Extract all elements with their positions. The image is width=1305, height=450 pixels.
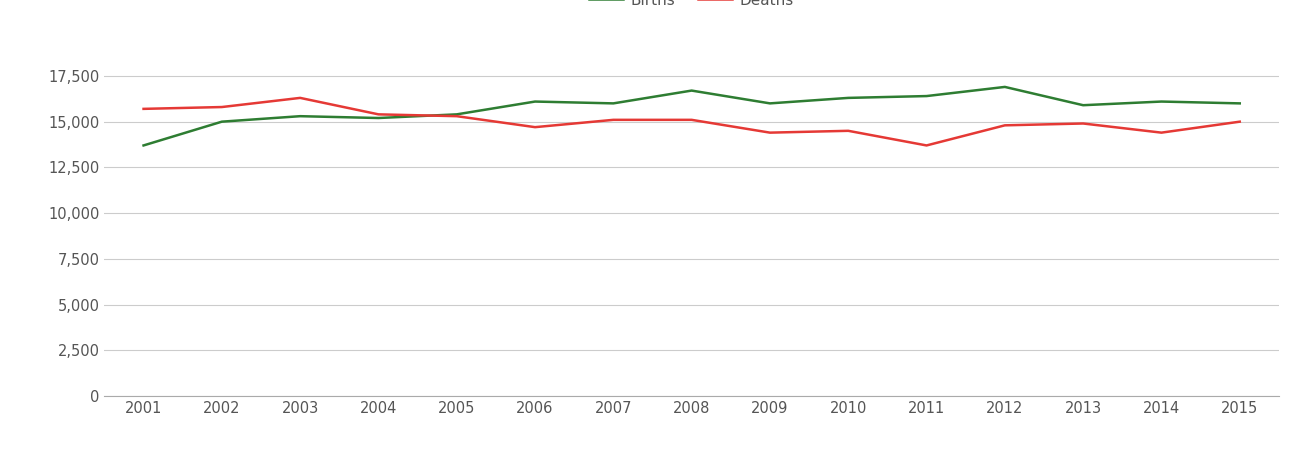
Line: Deaths: Deaths — [144, 98, 1240, 145]
Births — [840, 95, 856, 101]
Births — [527, 99, 543, 104]
Births — [684, 88, 699, 93]
Births — [371, 115, 386, 121]
Legend: Births, Deaths: Births, Deaths — [583, 0, 800, 14]
Deaths — [919, 143, 934, 148]
Births — [919, 93, 934, 99]
Births — [292, 113, 308, 119]
Deaths — [449, 113, 465, 119]
Births — [997, 84, 1013, 90]
Deaths — [527, 125, 543, 130]
Deaths — [214, 104, 230, 110]
Births — [449, 112, 465, 117]
Deaths — [292, 95, 308, 101]
Deaths — [606, 117, 621, 122]
Deaths — [1232, 119, 1248, 124]
Deaths — [1075, 121, 1091, 126]
Line: Births: Births — [144, 87, 1240, 145]
Deaths — [684, 117, 699, 122]
Births — [1232, 101, 1248, 106]
Births — [606, 101, 621, 106]
Births — [214, 119, 230, 124]
Deaths — [136, 106, 151, 112]
Births — [762, 101, 778, 106]
Births — [1154, 99, 1169, 104]
Deaths — [1154, 130, 1169, 135]
Deaths — [762, 130, 778, 135]
Deaths — [997, 123, 1013, 128]
Births — [1075, 103, 1091, 108]
Deaths — [840, 128, 856, 134]
Births — [136, 143, 151, 148]
Deaths — [371, 112, 386, 117]
